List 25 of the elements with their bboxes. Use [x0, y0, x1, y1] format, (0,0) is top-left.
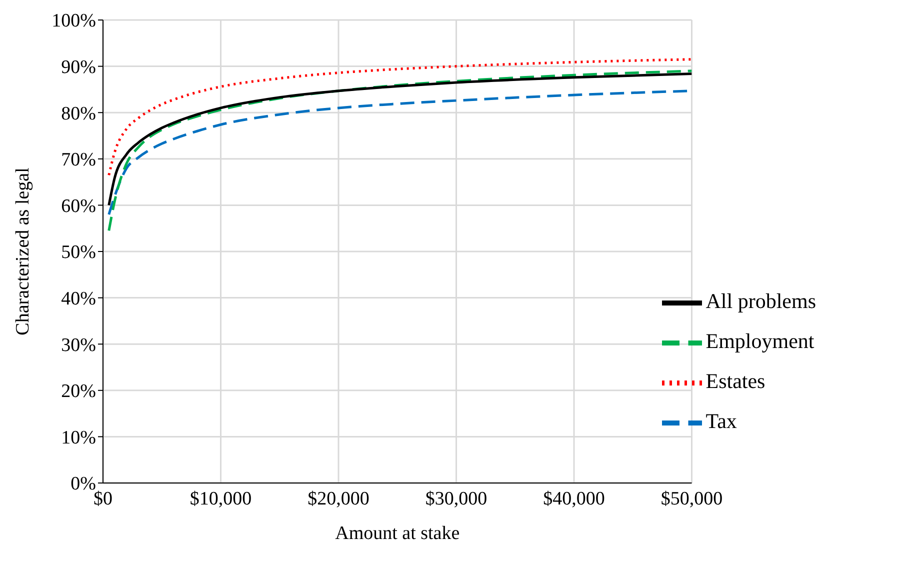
line-series [108, 70, 692, 232]
legend-label: Estates [706, 368, 766, 393]
legend-label: Employment [706, 328, 814, 353]
y-tick-label: 40% [61, 288, 96, 310]
x-tick-label: $0 [94, 488, 112, 510]
legend-label: All problems [706, 288, 816, 313]
y-tick-label: 50% [61, 242, 96, 264]
y-tick-label: 10% [61, 427, 96, 448]
x-axis-title: Amount at stake [335, 523, 460, 544]
y-tick-label: 70% [61, 150, 96, 171]
y-tick-label: 60% [61, 196, 96, 217]
y-tick-label: 100% [52, 10, 96, 32]
line-series [108, 72, 692, 206]
x-tick-label: $30,000 [425, 488, 488, 510]
y-axis-title: Characterized as legal [12, 168, 34, 336]
x-tick-label: $40,000 [543, 488, 605, 510]
y-tick-label: 80% [61, 103, 96, 124]
y-tick-label: 90% [61, 57, 96, 78]
legend-label: Tax [706, 408, 737, 433]
x-tick-label: $50,000 [660, 488, 723, 510]
x-tick-label: $20,000 [308, 488, 370, 510]
line-series [108, 58, 692, 176]
y-tick-label: 30% [61, 334, 96, 356]
x-tick-label: $10,000 [190, 488, 252, 510]
y-tick-label: 20% [61, 381, 96, 402]
